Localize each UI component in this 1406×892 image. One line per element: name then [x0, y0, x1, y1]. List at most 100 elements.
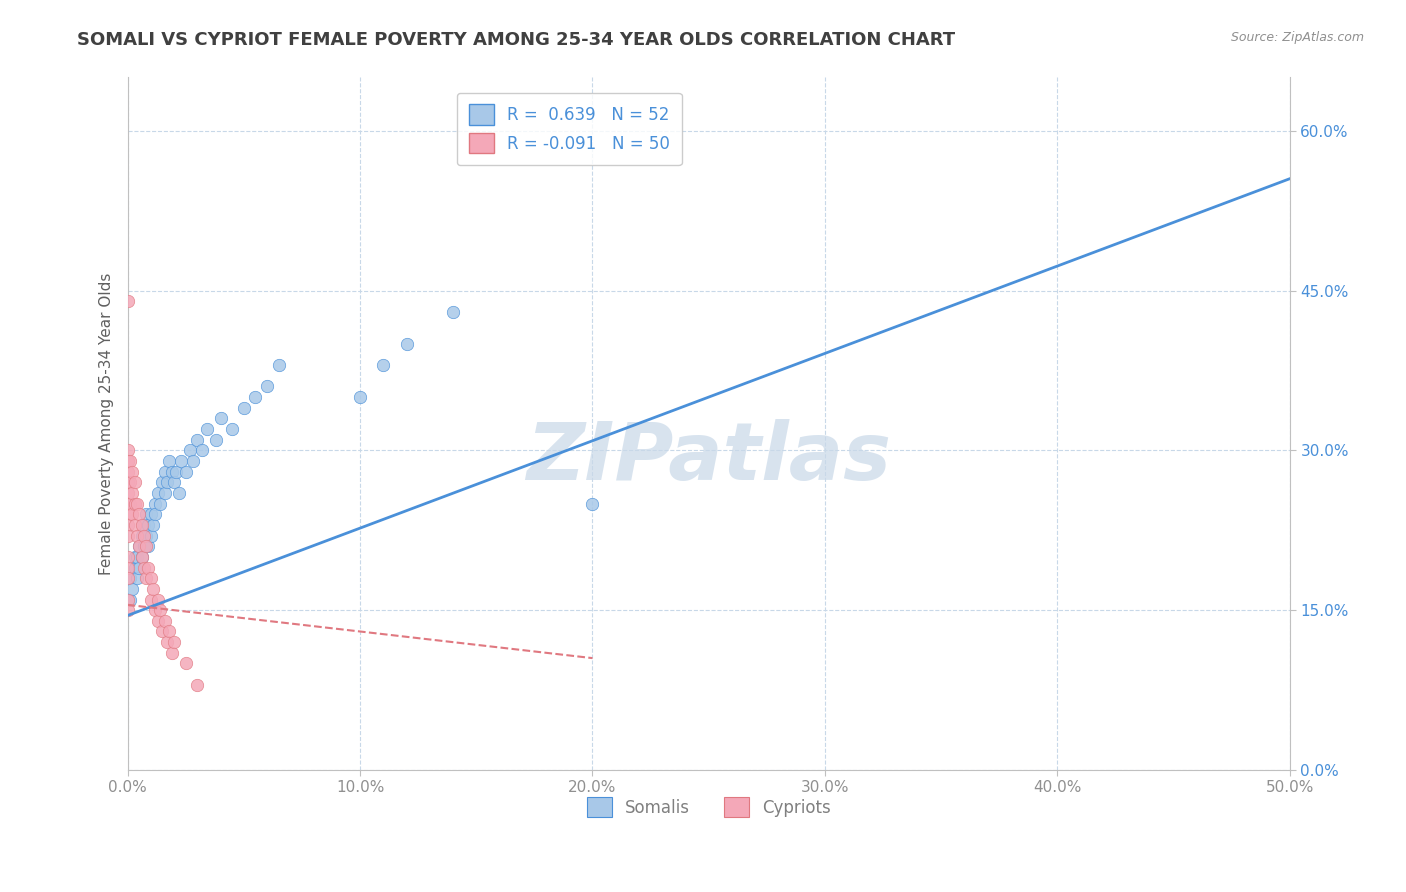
Point: [117, 294, 139, 309]
Point: [124, 475, 146, 490]
Point: [117, 517, 139, 532]
Point: [139, 592, 162, 607]
Point: [209, 411, 232, 425]
Point: [146, 592, 169, 607]
Point: [125, 497, 148, 511]
Point: [181, 454, 204, 468]
Point: [163, 635, 186, 649]
Text: ZIPatlas: ZIPatlas: [526, 419, 891, 498]
Point: [349, 390, 371, 404]
Point: [139, 508, 162, 522]
Point: [131, 528, 153, 542]
Point: [128, 539, 150, 553]
Point: [156, 475, 179, 490]
Point: [232, 401, 254, 415]
Point: [121, 465, 143, 479]
Point: [124, 517, 146, 532]
Point: [142, 582, 165, 596]
Point: [373, 358, 395, 372]
Point: [117, 497, 139, 511]
Point: [117, 603, 139, 617]
Legend: Somalis, Cypriots: Somalis, Cypriots: [581, 790, 837, 824]
Point: [153, 486, 176, 500]
Point: [146, 486, 169, 500]
Point: [131, 549, 153, 564]
Point: [153, 465, 176, 479]
Text: Source: ZipAtlas.com: Source: ZipAtlas.com: [1230, 31, 1364, 45]
Point: [121, 582, 143, 596]
Point: [163, 475, 186, 490]
Point: [117, 475, 139, 490]
Point: [128, 508, 150, 522]
Point: [135, 528, 157, 542]
Point: [156, 635, 179, 649]
Point: [138, 517, 160, 532]
Point: [121, 486, 143, 500]
Point: [117, 508, 139, 522]
Point: [581, 497, 603, 511]
Point: [138, 539, 160, 553]
Point: [117, 592, 139, 607]
Point: [174, 465, 197, 479]
Point: [145, 508, 167, 522]
Point: [135, 539, 157, 553]
Point: [132, 560, 155, 574]
Point: [146, 614, 169, 628]
Point: [125, 571, 148, 585]
Point: [195, 422, 218, 436]
Point: [157, 624, 180, 639]
Point: [186, 678, 208, 692]
Point: [132, 517, 155, 532]
Point: [267, 358, 290, 372]
Point: [441, 305, 464, 319]
Point: [135, 571, 157, 585]
Point: [117, 549, 139, 564]
Point: [152, 475, 174, 490]
Point: [117, 443, 139, 458]
Point: [179, 443, 201, 458]
Point: [117, 571, 139, 585]
Point: [221, 422, 243, 436]
Point: [132, 539, 155, 553]
Point: [121, 508, 143, 522]
Point: [138, 560, 160, 574]
Point: [125, 528, 148, 542]
Point: [167, 486, 190, 500]
Point: [142, 517, 165, 532]
Point: [165, 465, 187, 479]
Point: [118, 475, 141, 490]
Point: [124, 549, 146, 564]
Point: [117, 528, 139, 542]
Point: [131, 517, 153, 532]
Point: [132, 528, 155, 542]
Point: [118, 497, 141, 511]
Point: [135, 508, 157, 522]
Point: [160, 465, 183, 479]
Point: [139, 528, 162, 542]
Point: [191, 443, 214, 458]
Point: [245, 390, 267, 404]
Point: [128, 560, 150, 574]
Point: [170, 454, 193, 468]
Point: [152, 624, 174, 639]
Point: [157, 454, 180, 468]
Point: [128, 539, 150, 553]
Point: [139, 571, 162, 585]
Point: [174, 657, 197, 671]
Point: [256, 379, 278, 393]
Point: [125, 549, 148, 564]
Point: [118, 592, 141, 607]
Text: SOMALI VS CYPRIOT FEMALE POVERTY AMONG 25-34 YEAR OLDS CORRELATION CHART: SOMALI VS CYPRIOT FEMALE POVERTY AMONG 2…: [77, 31, 956, 49]
Point: [145, 603, 167, 617]
Point: [149, 603, 172, 617]
Point: [124, 497, 146, 511]
Y-axis label: Female Poverty Among 25-34 Year Olds: Female Poverty Among 25-34 Year Olds: [100, 273, 114, 575]
Point: [118, 454, 141, 468]
Point: [205, 433, 228, 447]
Point: [117, 560, 139, 574]
Point: [149, 497, 172, 511]
Point: [145, 497, 167, 511]
Point: [131, 549, 153, 564]
Point: [117, 454, 139, 468]
Point: [117, 486, 139, 500]
